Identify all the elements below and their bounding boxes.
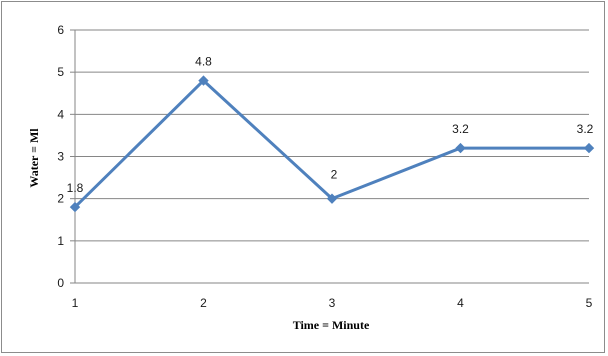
data-label: 3.2: [577, 122, 594, 136]
x-tick-label: 3: [329, 296, 336, 310]
y-tick-label: 0: [57, 276, 64, 290]
x-tick-label: 5: [586, 296, 593, 310]
data-point: [326, 193, 338, 204]
data-labels: 1.8 4.8 2 3.2 3.2: [67, 55, 594, 196]
x-tick-labels: 1 2 3 4 5: [72, 296, 593, 310]
axes: [70, 29, 589, 284]
x-tick-label: 2: [200, 296, 207, 310]
data-label: 1.8: [67, 181, 84, 195]
y-tick-label: 3: [57, 150, 64, 164]
gridlines: [75, 29, 589, 242]
y-tick-label: 4: [57, 107, 64, 121]
x-axis-title: Time = Minute: [293, 318, 370, 332]
x-tick-label: 1: [72, 296, 79, 310]
data-point: [69, 201, 81, 213]
y-tick-label: 5: [57, 65, 64, 79]
y-tick-labels: 0 1 2 3 4 5 6: [57, 23, 64, 290]
data-point: [198, 75, 209, 86]
y-tick-label: 6: [57, 23, 64, 37]
data-point: [455, 142, 466, 154]
x-tick-label: 4: [457, 296, 464, 310]
data-point: [583, 142, 595, 154]
data-label: 3.2: [452, 122, 469, 136]
data-label: 2: [331, 168, 338, 182]
data-label: 4.8: [195, 55, 212, 69]
series-line: [73, 79, 591, 209]
y-tick-label: 1: [57, 234, 64, 248]
y-tick-label: 2: [57, 192, 64, 206]
y-axis-title: Water = Ml: [27, 128, 41, 188]
series: [69, 75, 595, 213]
